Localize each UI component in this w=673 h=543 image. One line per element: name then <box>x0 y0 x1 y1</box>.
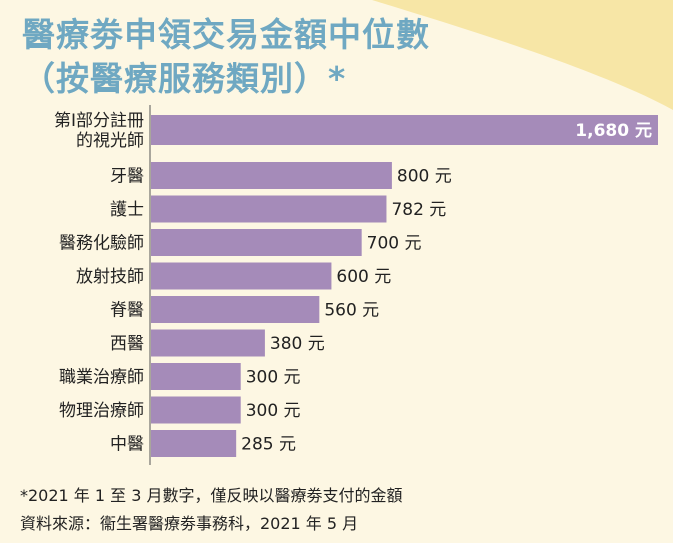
bar <box>151 262 332 290</box>
value-label: 380 元 <box>270 334 325 354</box>
value-label: 1,680 元 <box>575 121 652 141</box>
bar <box>151 396 241 424</box>
category-label: 醫務化驗師 <box>59 234 144 254</box>
bar <box>151 195 387 223</box>
value-label: 800 元 <box>397 167 452 187</box>
bar <box>151 296 320 323</box>
value-label: 300 元 <box>246 401 301 421</box>
value-label: 700 元 <box>367 234 422 254</box>
bar <box>151 115 658 145</box>
value-label: 782 元 <box>391 200 446 220</box>
value-label: 285 元 <box>241 435 296 455</box>
category-label: 脊醫 <box>110 301 144 321</box>
category-label: 第Ⅰ部分註冊的視光師 <box>54 111 144 151</box>
bar <box>151 329 265 357</box>
category-label: 護士 <box>110 200 144 220</box>
chart-subtitle: （按醫療服務類別）* <box>22 59 347 98</box>
category-label: 職業治療師 <box>59 368 144 388</box>
bar <box>151 363 241 390</box>
chart-title: 醫療劵申領交易金額中位數 <box>22 15 430 54</box>
value-label: 300 元 <box>246 368 301 388</box>
bar <box>151 430 237 457</box>
category-label: 牙醫 <box>110 167 144 187</box>
value-label: 600 元 <box>336 267 391 287</box>
category-label: 放射技師 <box>76 267 144 287</box>
footnote-source: 資料來源：衞生署醫療劵事務科，2021 年 5 月 <box>20 514 359 533</box>
value-label: 560 元 <box>324 301 379 321</box>
bar <box>151 162 392 189</box>
category-label: 西醫 <box>110 334 144 354</box>
category-label: 物理治療師 <box>59 401 144 421</box>
category-label: 中醫 <box>110 435 144 455</box>
bar <box>151 229 362 256</box>
footnote-period: *2021 年 1 至 3 月數字，僅反映以醫療劵支付的金額 <box>20 486 403 505</box>
